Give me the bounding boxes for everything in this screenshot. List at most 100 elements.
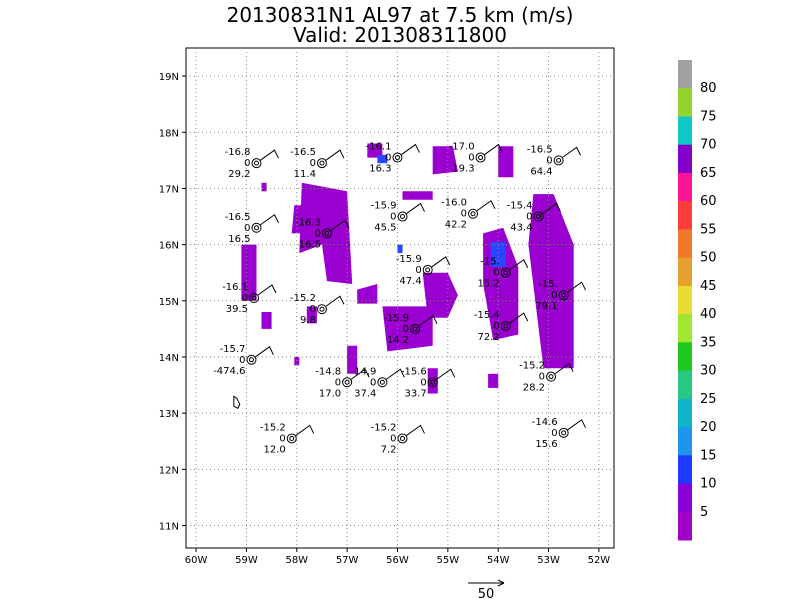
- echo-area-strong: [490, 241, 506, 268]
- longitude-label: 60W: [185, 555, 208, 566]
- station-center: [535, 214, 541, 220]
- colorbar-swatch: [678, 370, 692, 400]
- dropsonde-layer: -16.8029.2-16.5011.4-16.1016.3-17.0019.3…: [213, 142, 587, 455]
- longitude-label: 56W: [386, 555, 409, 566]
- station-ring: [342, 377, 353, 388]
- station-center: [400, 435, 406, 441]
- dropsonde-station: -15.207.2: [371, 422, 425, 455]
- grid-lines: [186, 48, 614, 548]
- colorbar-swatch: [678, 483, 692, 513]
- station-temperature: -16.1: [222, 282, 248, 293]
- station-temperature: -16.0: [441, 198, 467, 209]
- echo-area: [498, 146, 514, 178]
- station-value: 45.5: [374, 223, 396, 234]
- wind-barb: [260, 149, 279, 161]
- latitude-label: 13N: [159, 409, 179, 420]
- station-zero: 0: [468, 153, 474, 164]
- station-value: 19.3: [452, 164, 474, 175]
- latitude-label: 14N: [159, 353, 179, 364]
- echo-area: [241, 244, 257, 301]
- wind-barb: [567, 419, 587, 431]
- station-ring: [286, 433, 297, 444]
- colorbar-swatch: [678, 427, 692, 456]
- station-value: 14.2: [387, 335, 409, 346]
- dropsonde-station: -15.015.2: [477, 257, 529, 290]
- station-center: [478, 155, 484, 161]
- station-zero: 0: [539, 372, 545, 383]
- station-center: [425, 267, 431, 273]
- station-zero: 0: [420, 377, 426, 388]
- station-ring: [392, 152, 403, 163]
- colorbar-swatch: [678, 88, 692, 117]
- colorbar-label: 65: [700, 166, 717, 181]
- wind-barb: [401, 143, 420, 155]
- station-zero: 0: [385, 153, 391, 164]
- station-temperature: -16.8: [225, 147, 251, 158]
- longitude-label: 59W: [235, 555, 258, 566]
- station-temperature: -15.: [538, 279, 558, 290]
- echo-area: [488, 373, 499, 388]
- echo-area: [367, 143, 383, 158]
- wind-barb: [509, 312, 529, 324]
- colorbar-swatch: [678, 314, 692, 343]
- station-ring: [558, 290, 569, 301]
- station-value: 42.2: [445, 220, 467, 231]
- station-zero: 0: [239, 355, 245, 366]
- station-zero: 0: [244, 158, 250, 169]
- longitude-label: 53W: [537, 555, 560, 566]
- station-center: [319, 306, 325, 312]
- station-ring: [321, 228, 332, 239]
- colorbar-swatch: [678, 285, 692, 315]
- colorbar-label: 35: [700, 335, 717, 350]
- station-ring: [316, 158, 327, 169]
- wind-barb: [406, 202, 425, 214]
- reference-arrow-head: [497, 579, 505, 587]
- station-ring: [316, 304, 327, 315]
- station-value: 12.0: [263, 444, 285, 455]
- longitude-label: 52W: [588, 555, 611, 566]
- wind-barb: [295, 424, 315, 436]
- wind-barb: [431, 256, 451, 268]
- wind-barb: [562, 146, 582, 158]
- station-temperature: -16.5: [527, 144, 553, 155]
- wind-barb: [484, 143, 504, 155]
- station-zero: 0: [279, 433, 285, 444]
- station-ring: [553, 155, 564, 166]
- station-temperature: -16.3: [295, 217, 321, 228]
- station-zero: 0: [551, 428, 557, 439]
- dropsonde-station: -15.209.8: [290, 293, 345, 326]
- station-temperature: -15.9: [383, 313, 409, 324]
- station-temperature: -17.0: [449, 142, 475, 153]
- station-temperature: -15.9: [371, 201, 397, 212]
- station-zero: 0: [310, 158, 316, 169]
- echo-area: [402, 191, 433, 200]
- colorbar: 80 75 70 65 60 55 50 45 40 35 30 25 20 15 10 5: [678, 60, 717, 541]
- station-zero: 0: [310, 304, 316, 315]
- station-ring: [475, 152, 486, 163]
- colorbar-swatch: [678, 257, 692, 287]
- station-value: 16.5: [228, 234, 250, 245]
- radar-echo-layer: [241, 143, 574, 394]
- wind-barb: [476, 199, 496, 212]
- map-title: 20130831N1 AL97 at 7.5 km (m/s): [226, 3, 574, 27]
- station-center: [470, 211, 476, 217]
- station-zero: 0: [461, 209, 467, 220]
- wind-barb: [325, 149, 345, 161]
- station-center: [319, 160, 325, 166]
- colorbar-swatch: [678, 201, 692, 230]
- wind-barb: [436, 368, 456, 380]
- colorbar-swatch: [678, 342, 692, 372]
- wind-barb: [255, 346, 274, 358]
- echo-area: [347, 345, 358, 374]
